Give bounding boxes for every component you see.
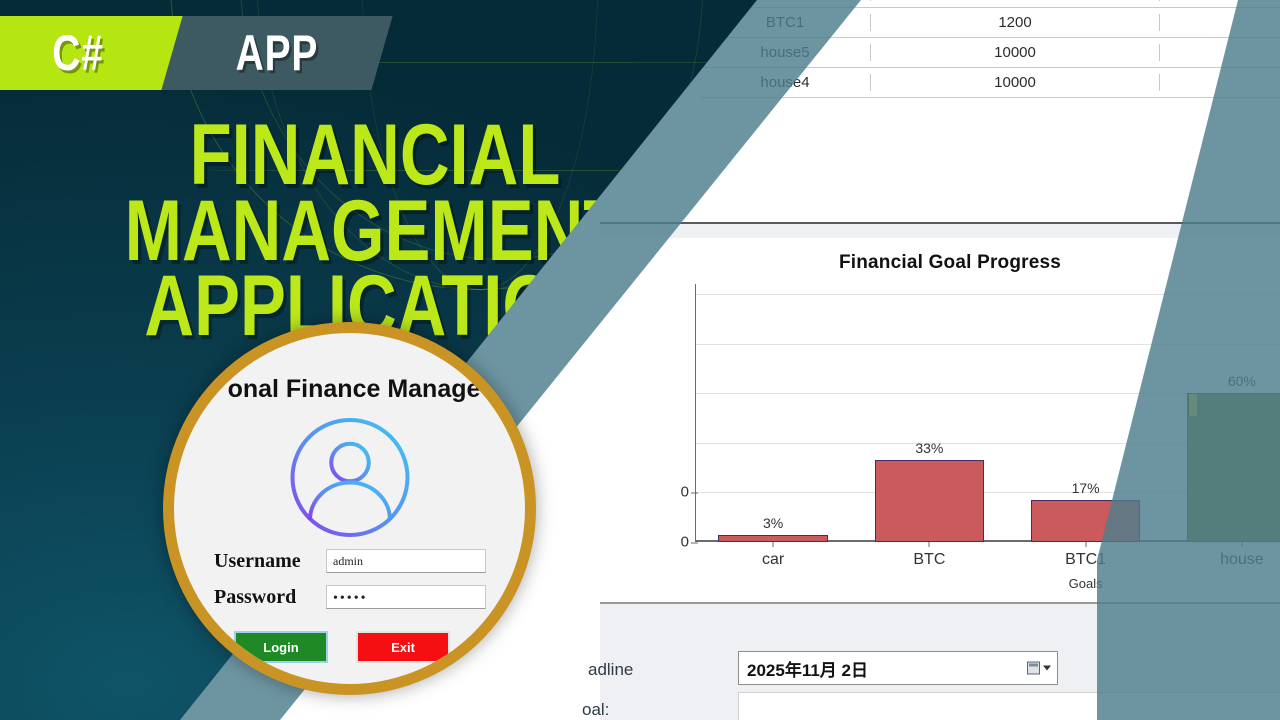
y-tick-label: 0 — [680, 483, 699, 501]
headline-line-1: FINANCIAL MANAGEMENT — [124, 107, 626, 279]
x-tickmark — [928, 542, 930, 547]
bar-value-label: 33% — [915, 440, 944, 457]
cell-amount: 1200 — [870, 0, 1160, 1]
y-tick-label: 0 — [680, 533, 699, 551]
x-tickmark — [772, 542, 774, 547]
x-axis-title: Goals — [1068, 576, 1103, 591]
calendar-icon — [1027, 661, 1040, 675]
bar-slot: 60% house — [1164, 294, 1280, 568]
gridline — [695, 393, 1280, 395]
login-dialog-circle: onal Finance Manage Username admin Passw… — [163, 322, 536, 695]
badge-csharp-label: C# — [52, 25, 104, 81]
chevron-down-icon — [1043, 665, 1051, 671]
goals-data-grid[interactable]: BTC 1200 BTC1 1200 house5 10000 house4 1… — [700, 0, 1280, 104]
bar-value-label: 3% — [763, 514, 784, 531]
password-label: Password — [214, 585, 297, 608]
chart-top-strip — [600, 224, 1280, 238]
bar-category-label: BTC1 — [1065, 551, 1107, 568]
bar-slot: 17% BTC1 Goals — [1008, 294, 1164, 591]
user-avatar-icon — [290, 418, 409, 537]
cell-name: house4 — [760, 74, 810, 91]
cell-amount: 10000 — [870, 74, 1160, 91]
gridline — [695, 442, 1280, 444]
password-row: Password ••••• — [214, 585, 504, 609]
bar-house[interactable]: 60% — [1187, 373, 1280, 542]
table-row[interactable]: BTC1 1200 — [700, 8, 1280, 38]
password-input[interactable]: ••••• — [326, 585, 486, 609]
chart-plot-area: 0 0 3% car 33% BTC — [681, 284, 1280, 591]
x-tickmark — [1085, 542, 1087, 547]
table-row[interactable]: house5 10000 — [700, 38, 1280, 68]
bar-value-label: 17% — [1071, 479, 1100, 496]
deadline-date-picker[interactable]: 2025年11月 2日 — [738, 651, 1058, 685]
deadline-label: adline — [588, 660, 634, 679]
globe-parallel — [182, 62, 757, 63]
table-row[interactable]: house4 10000 — [700, 68, 1280, 98]
cell-name: house5 — [760, 44, 810, 61]
chart-bars: 3% car 33% BTC 17% BTC — [695, 294, 1280, 591]
username-row: Username admin — [214, 549, 504, 573]
chart-title: Financial Goal Progress — [838, 252, 1062, 273]
bar-slot: 33% BTC — [851, 294, 1007, 568]
date-picker-dropdown[interactable] — [1027, 661, 1051, 675]
badge-csharp: C# — [0, 16, 189, 90]
login-fields: Username admin Password ••••• — [214, 549, 504, 621]
badge-app: APP — [161, 16, 393, 90]
exit-button[interactable]: Exit — [356, 631, 450, 663]
bar-value-label: 60% — [1227, 373, 1256, 390]
x-tickmark — [1241, 542, 1243, 547]
bar-category-label: house — [1220, 551, 1264, 568]
form-label-column: adline oal: — [582, 604, 730, 720]
bar-category-label: car — [762, 551, 785, 568]
login-buttons: Login Exit — [234, 631, 450, 663]
gridline — [695, 492, 1280, 494]
bar-car[interactable]: 3% — [718, 515, 828, 542]
username-label: Username — [214, 549, 301, 572]
bar-btc1[interactable]: 17% — [1030, 480, 1141, 542]
goal-label: oal: — [582, 700, 610, 719]
bar-highlight-sliver — [1188, 394, 1198, 417]
login-dialog-inner: onal Finance Manage Username admin Passw… — [174, 333, 525, 684]
globe-parallel — [200, 170, 757, 171]
cell-amount: 1200 — [870, 14, 1160, 31]
username-input[interactable]: admin — [326, 549, 486, 573]
x-axis — [695, 540, 1280, 542]
table-row[interactable]: BTC 1200 — [700, 0, 1280, 8]
gridline — [695, 294, 1280, 295]
date-value: 2025年11月 2日 — [747, 660, 868, 680]
bar-btc[interactable]: 33% — [874, 440, 985, 542]
cell-amount: 10000 — [870, 44, 1160, 61]
goal-input-field[interactable] — [738, 692, 1280, 720]
bar-slot: 3% car — [695, 294, 851, 568]
grid-whitespace — [700, 104, 1280, 222]
login-button[interactable]: Login — [234, 631, 328, 663]
financial-goal-progress-chart: Financial Goal Progress 0 0 3% car — [600, 222, 1280, 602]
gridline — [695, 343, 1280, 345]
bar-category-label: BTC — [913, 551, 946, 568]
login-dialog-title: onal Finance Manage — [227, 375, 481, 403]
badge-app-label: APP — [235, 25, 319, 81]
goal-form-panel: adline oal: 2025年11月 2日 — [582, 602, 1280, 720]
